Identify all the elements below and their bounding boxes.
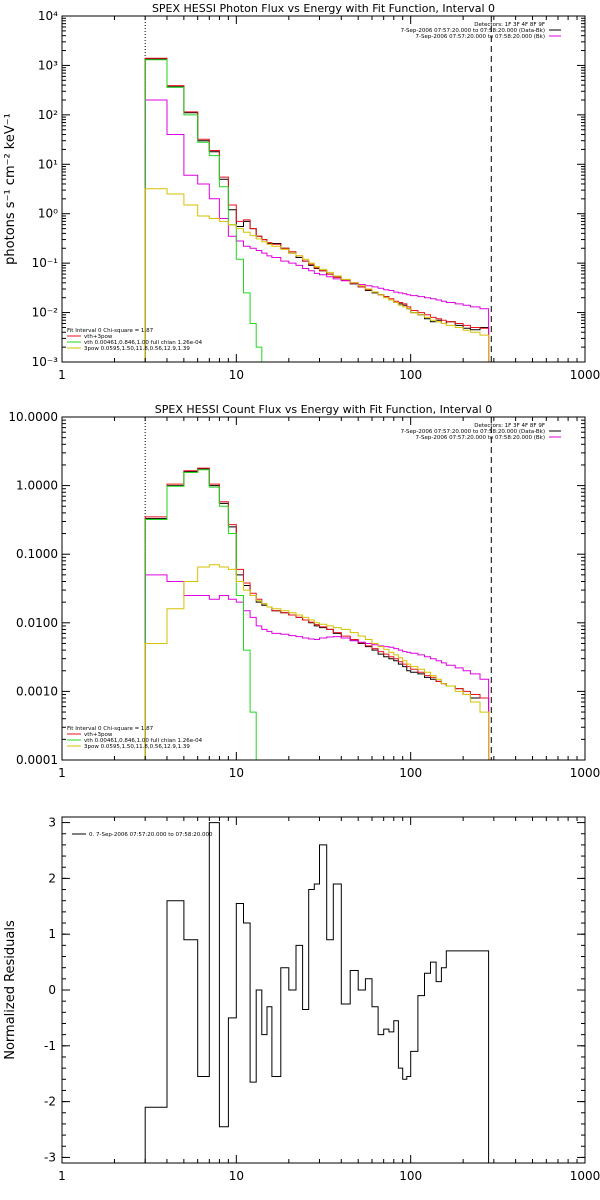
y-tick-label: 0: [48, 983, 56, 997]
series-3-line: [144, 99, 490, 362]
x-tick-label: 10: [229, 1169, 244, 1183]
info-text-3: 7-Sep-2006 07:57:20.000 to 07:58:20.000 …: [416, 435, 546, 441]
series-group: [144, 57, 490, 362]
y-tick-label: 10⁻³: [32, 355, 59, 369]
y-tick-label: 10⁴: [38, 9, 58, 23]
chart-title: SPEX HESSI Count Flux vs Energy with Fit…: [155, 403, 492, 416]
info-text-1: Detectors: 1F 3F 4F 8F 9F: [474, 22, 545, 28]
info-text-3: 7-Sep-2006 07:57:20.000 to 07:58:20.000 …: [416, 34, 546, 40]
y-tick-label: 2: [48, 871, 56, 885]
residual-legend: 0. 7-Sep-2006 07:57:20.000 to 07:58:20.0…: [89, 832, 213, 838]
y-tick-label: 3: [48, 816, 56, 830]
series-5-line: [144, 564, 490, 760]
plot-frame: [61, 416, 586, 761]
series-1-line: [144, 822, 490, 1163]
y-tick-label: 10³: [38, 58, 58, 72]
fit-legend-2: vth+3pow: [84, 732, 113, 738]
fit-legend-1: Fit Interval 0 Chi-square = 1.87: [67, 328, 154, 334]
panel-1: SPEX HESSI Photon Flux vs Energy with Fi…: [3, 2, 600, 382]
series-4-line: [144, 469, 263, 760]
panel-2: SPEX HESSI Count Flux vs Energy with Fit…: [8, 403, 600, 780]
fit-legend-1: Fit Interval 0 Chi-square = 1.87: [67, 726, 154, 732]
series-1-line: [144, 468, 490, 760]
y-axis-label: Normalized Residuals: [3, 920, 18, 1060]
info-text-2: 7-Sep-2006 07:57:20.000 to 07:58:20.000 …: [401, 28, 545, 34]
x-tick-label: 1000: [570, 766, 600, 780]
x-tick-label: 1: [58, 766, 66, 780]
x-tick-label: 10: [229, 766, 244, 780]
y-tick-label: 10⁰: [38, 207, 58, 221]
x-tick-label: 1: [58, 368, 66, 382]
y-tick-label: 1.0000: [16, 479, 58, 493]
panel-3: 1 10 100 1000 -3 -2 -1 0 1 2 3 Normalized Residuals…: [3, 816, 600, 1183]
x-tick-label: 100: [399, 766, 422, 780]
y-tick-label: 0.0010: [16, 684, 58, 698]
fit-legend-2: vth+3pow: [84, 334, 113, 340]
series-group: [144, 822, 490, 1163]
y-tick-label: -1: [44, 1039, 56, 1053]
x-tick-label: 1: [58, 1169, 66, 1183]
y-tick-label: -2: [44, 1095, 56, 1109]
y-tick-label: 1: [48, 927, 56, 941]
y-tick-label: 0.0100: [16, 616, 58, 630]
fit-legend-3: vth 0.00461,0.846,1.00 full chian 1.26e-…: [84, 738, 203, 744]
x-tick-label: 100: [399, 1169, 422, 1183]
y-tick-label: 10⁻¹: [32, 256, 59, 270]
y-tick-label: 0.1000: [16, 547, 58, 561]
y-axis-label: photons s⁻¹ cm⁻² keV⁻¹: [3, 113, 18, 265]
y-tick-label: 10.0000: [8, 410, 58, 424]
fit-legend-4: 3pow 0.0595,1.50,11.8,0.56,12.9,1.39: [84, 744, 190, 750]
series-1-line: [144, 58, 490, 362]
plot-frame: [61, 816, 586, 1164]
series-5-line: [144, 188, 490, 362]
y-tick-label: 10⁻²: [32, 306, 59, 320]
series-4-line: [144, 59, 263, 362]
fit-legend-3: vth 0.00461,0.846,1.00 full chian 1.26e-…: [84, 340, 203, 346]
y-tick-label: 0.0001: [16, 753, 58, 767]
info-text-2: 7-Sep-2006 07:57:20.000 to 07:58:20.000 …: [401, 429, 545, 435]
chart-title: SPEX HESSI Photon Flux vs Energy with Fi…: [152, 2, 495, 15]
plot-frame: [61, 15, 586, 363]
series-3-line: [144, 574, 490, 760]
series-group: [144, 467, 490, 760]
x-tick-label: 10: [229, 368, 244, 382]
x-tick-label: 1000: [570, 368, 600, 382]
fit-legend-4: 3pow 0.0595,1.50,11.8,0.56,12.9,1.39: [84, 346, 190, 352]
x-tick-label: 100: [399, 368, 422, 382]
y-tick-label: 10²: [38, 108, 58, 122]
y-tick-label: 10¹: [38, 157, 58, 171]
series-2-line: [144, 467, 490, 760]
series-2-line: [144, 57, 490, 362]
info-text-1: Detectors: 1F 3F 4F 8F 9F: [474, 423, 545, 429]
y-tick-label: -3: [44, 1150, 56, 1164]
x-tick-label: 1000: [570, 1169, 600, 1183]
